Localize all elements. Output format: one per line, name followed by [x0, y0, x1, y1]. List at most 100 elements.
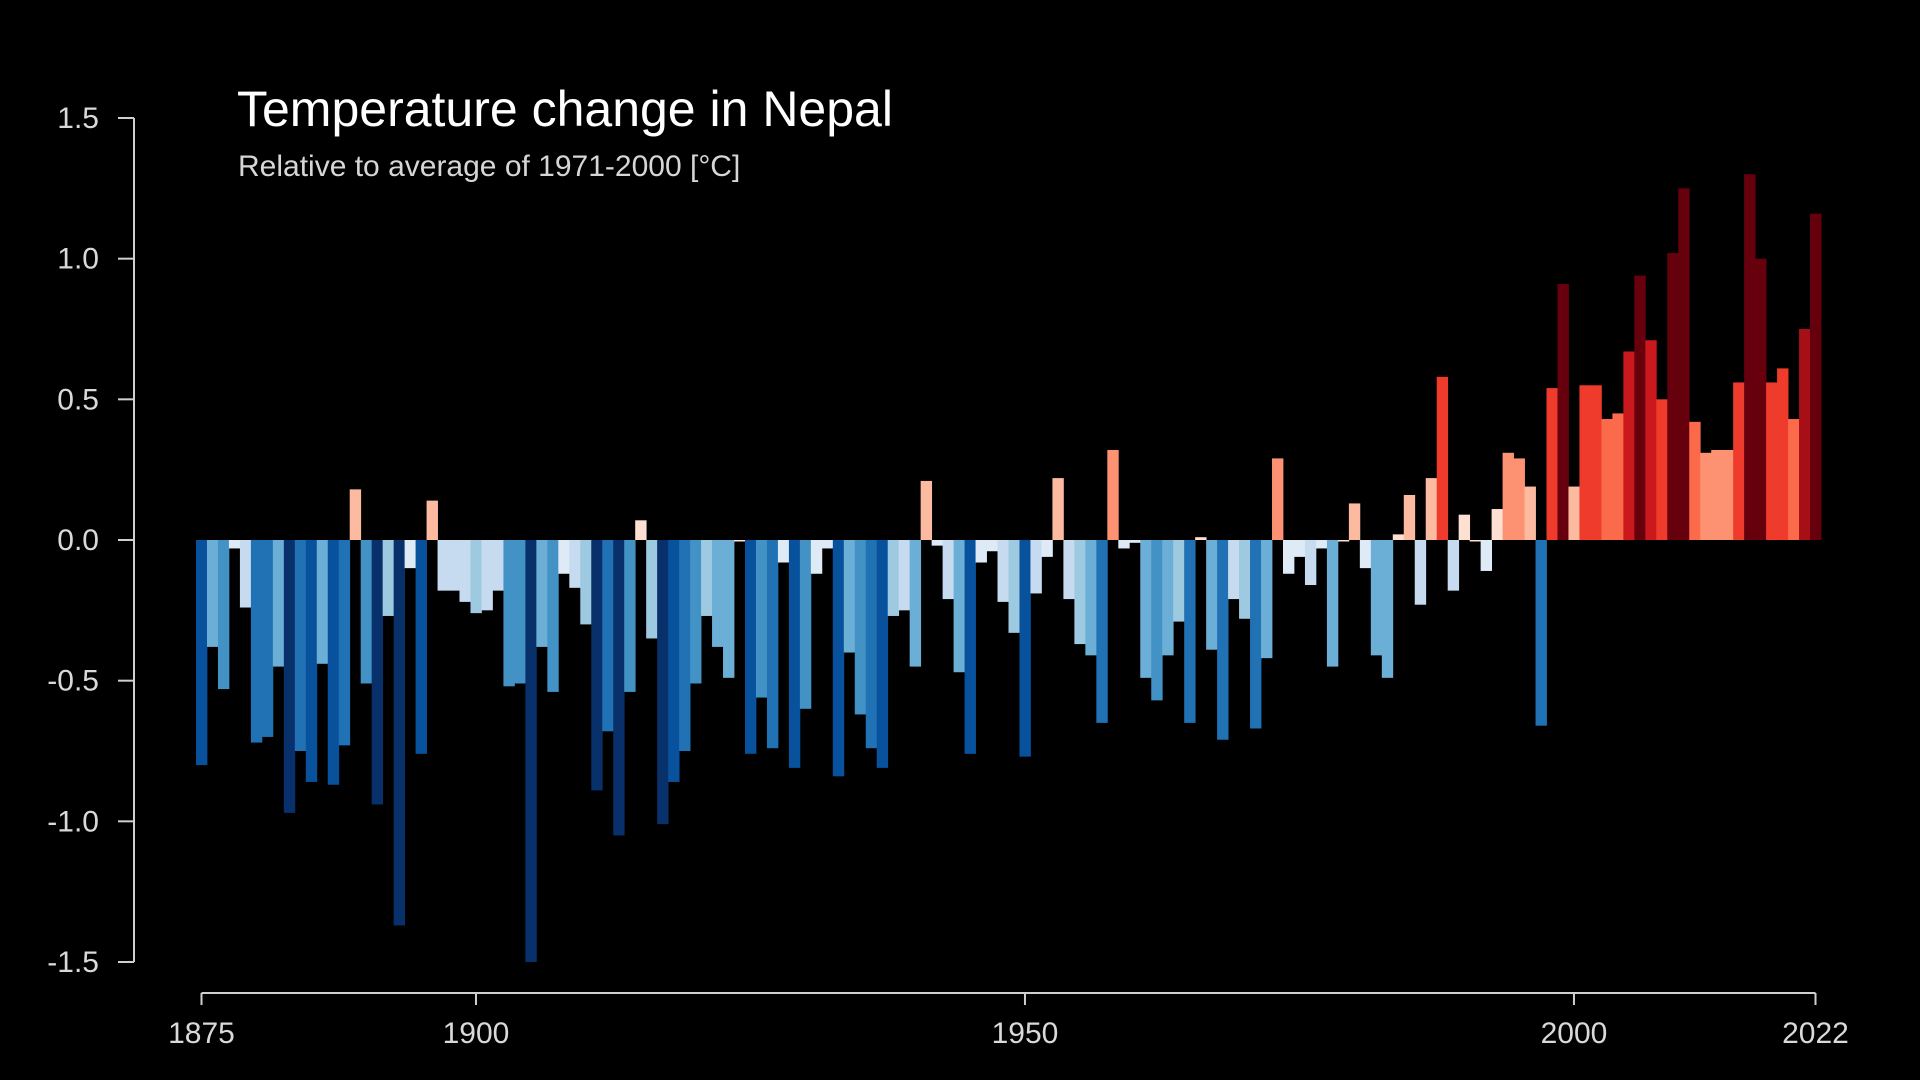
bar-1952 — [1041, 540, 1053, 557]
bar-1894 — [404, 540, 416, 569]
bar-1889 — [349, 489, 362, 540]
bar-1951 — [1030, 540, 1042, 594]
bar-1920 — [690, 540, 702, 684]
x-tick-label: 1950 — [992, 1017, 1059, 1050]
bar-1916 — [646, 540, 658, 639]
bar-1968 — [1217, 540, 1229, 740]
bar-1980 — [1348, 503, 1361, 540]
bar-2008 — [1656, 399, 1668, 540]
y-tick-label: 1.5 — [57, 102, 99, 135]
bar-2012 — [1700, 452, 1712, 540]
x-tick-label: 1875 — [168, 1017, 235, 1050]
bar-1931 — [810, 540, 823, 574]
bar-1957 — [1096, 540, 1108, 723]
bar-1993 — [1491, 509, 1503, 540]
bar-2010 — [1678, 188, 1690, 540]
bar-1893 — [393, 540, 406, 926]
bar-1998 — [1546, 388, 1558, 540]
bar-1902 — [492, 540, 504, 591]
bar-1901 — [481, 540, 493, 611]
bar-1956 — [1085, 540, 1097, 656]
bar-1915 — [635, 520, 647, 540]
bar-2003 — [1601, 419, 1613, 540]
bar-1937 — [876, 540, 889, 768]
bar-1895 — [415, 540, 427, 754]
bar-1958 — [1107, 449, 1119, 540]
chart-subtitle: Relative to average of 1971-2000 [°C] — [238, 150, 740, 183]
bar-1883 — [283, 540, 296, 813]
bar-1913 — [613, 540, 625, 836]
bar-1923 — [723, 540, 735, 678]
bar-2019 — [1777, 368, 1789, 540]
bar-1881 — [261, 540, 274, 737]
y-tick-label: -1.5 — [47, 946, 99, 979]
bar-2005 — [1623, 351, 1635, 540]
bar-1943 — [942, 540, 954, 600]
x-tick-label: 2022 — [1782, 1017, 1849, 1050]
bar-1898 — [448, 540, 460, 591]
bar-1971 — [1250, 540, 1262, 729]
bar-1917 — [657, 540, 669, 825]
y-tick-label: 1.0 — [57, 243, 99, 276]
bar-2006 — [1634, 275, 1646, 540]
bar-1904 — [514, 540, 526, 684]
x-tick-label: 1900 — [443, 1017, 510, 1050]
bar-1989 — [1447, 540, 1460, 591]
bar-1878 — [228, 540, 241, 549]
bar-1940 — [909, 540, 922, 667]
bar-2022 — [1810, 213, 1822, 540]
bar-1896 — [426, 500, 438, 540]
bar-1987 — [1425, 478, 1438, 540]
bar-1914 — [624, 540, 636, 692]
bar-1892 — [382, 540, 395, 616]
bar-1910 — [580, 540, 592, 625]
bar-1890 — [360, 540, 373, 684]
bar-1945 — [964, 540, 976, 754]
bar-1899 — [459, 540, 471, 602]
bar-1936 — [865, 540, 878, 749]
bar-1961 — [1140, 540, 1152, 678]
bar-1887 — [327, 540, 340, 785]
bar-1967 — [1206, 540, 1218, 650]
y-tick-label: 0.0 — [57, 524, 99, 557]
bar-1995 — [1513, 458, 1525, 540]
bar-1929 — [788, 540, 801, 768]
bar-2018 — [1766, 382, 1778, 540]
bar-1935 — [854, 540, 867, 715]
bar-1997 — [1535, 540, 1547, 726]
bar-1986 — [1414, 540, 1427, 605]
bar-1912 — [602, 540, 614, 732]
bar-1886 — [316, 540, 329, 664]
bar-2007 — [1645, 340, 1657, 540]
bar-1928 — [777, 540, 790, 563]
bar-1921 — [701, 540, 713, 616]
bar-2017 — [1755, 258, 1767, 540]
bar-1919 — [679, 540, 691, 751]
bar-1966 — [1195, 537, 1207, 540]
bar-1959 — [1118, 540, 1130, 549]
bar-2015 — [1733, 382, 1745, 540]
bar-1984 — [1392, 534, 1405, 540]
bar-1947 — [986, 540, 998, 552]
bar-1975 — [1293, 540, 1306, 557]
bar-1911 — [591, 540, 603, 791]
bar-1905 — [525, 540, 537, 962]
bar-1941 — [920, 480, 933, 540]
bar-1970 — [1239, 540, 1251, 619]
y-tick-label: -1.0 — [47, 805, 99, 838]
bar-1922 — [712, 540, 724, 647]
bar-1888 — [338, 540, 351, 746]
bar-1949 — [1008, 540, 1020, 633]
bar-1973 — [1272, 458, 1284, 540]
bar-1900 — [470, 540, 482, 614]
bar-1930 — [799, 540, 812, 709]
bar-1990 — [1458, 514, 1471, 540]
bar-1939 — [898, 540, 911, 611]
bar-1963 — [1162, 540, 1174, 656]
bar-1924 — [734, 540, 746, 542]
bar-1926 — [755, 540, 768, 698]
bar-1880 — [250, 540, 263, 743]
bar-1879 — [239, 540, 252, 608]
y-axis: 1.5 1.0 0.5 0.0 -0.5 -1.0 -1.5 — [47, 102, 135, 979]
